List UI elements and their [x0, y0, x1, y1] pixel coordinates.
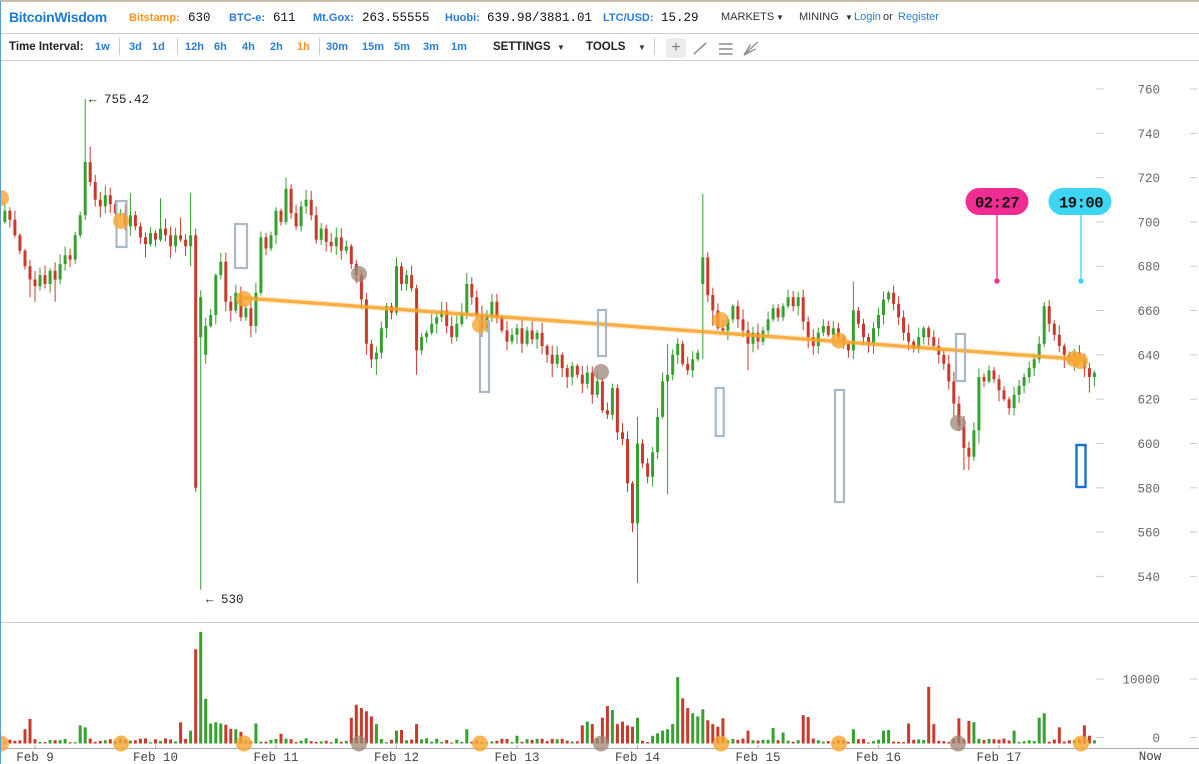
svg-text:700: 700 — [1137, 216, 1160, 230]
svg-text:600: 600 — [1137, 438, 1160, 452]
svg-text:760: 760 — [1137, 84, 1160, 98]
svg-text:640: 640 — [1137, 349, 1160, 363]
svg-text:Feb 10: Feb 10 — [133, 751, 178, 764]
svg-text:Feb 9: Feb 9 — [16, 751, 54, 764]
svg-text:620: 620 — [1137, 394, 1160, 408]
svg-text:← 755.42: ← 755.42 — [89, 93, 149, 107]
svg-text:680: 680 — [1137, 261, 1160, 275]
svg-text:Feb 12: Feb 12 — [374, 751, 419, 764]
svg-text:← 530: ← 530 — [206, 593, 244, 607]
svg-text:580: 580 — [1137, 482, 1160, 496]
svg-text:560: 560 — [1137, 527, 1160, 541]
svg-text:0: 0 — [1152, 732, 1160, 746]
svg-text:740: 740 — [1137, 128, 1160, 142]
svg-text:Feb 11: Feb 11 — [253, 751, 298, 764]
svg-text:540: 540 — [1137, 571, 1160, 585]
svg-text:10000: 10000 — [1122, 674, 1160, 688]
svg-text:02:27: 02:27 — [975, 195, 1019, 213]
svg-text:720: 720 — [1137, 172, 1160, 186]
svg-text:Feb 17: Feb 17 — [976, 751, 1021, 764]
svg-text:Feb 16: Feb 16 — [856, 751, 901, 764]
svg-text:Now: Now — [1139, 750, 1162, 764]
svg-text:Feb 14: Feb 14 — [615, 751, 660, 764]
svg-text:Feb 15: Feb 15 — [735, 751, 780, 764]
svg-text:19:00: 19:00 — [1059, 195, 1103, 213]
svg-text:660: 660 — [1137, 305, 1160, 319]
svg-text:Feb 13: Feb 13 — [494, 751, 539, 764]
